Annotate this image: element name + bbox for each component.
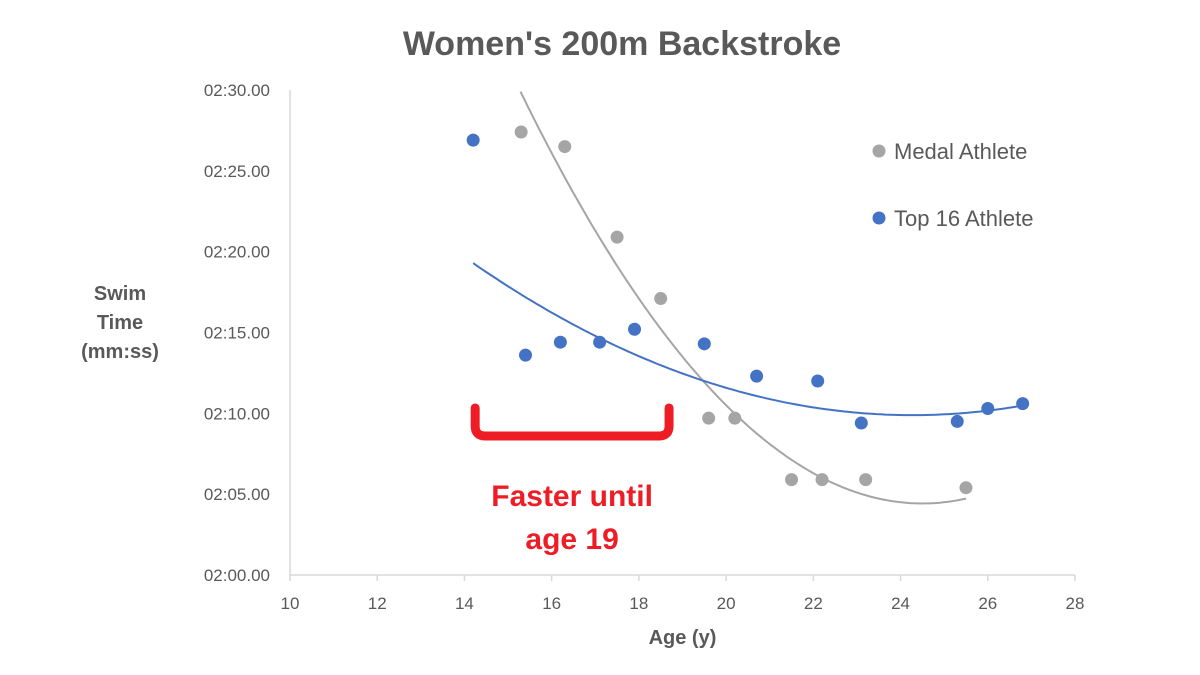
top16-point <box>593 335 607 349</box>
top16-point <box>811 374 825 388</box>
axes: 10 12 14 16 18 20 22 24 26 28 02:30.00 02:25.00 02:2… <box>81 81 1084 649</box>
x-tick-label: 24 <box>891 594 910 613</box>
x-tick-label: 20 <box>717 594 736 613</box>
y-tick-label: 02:20.00 <box>204 243 270 262</box>
medal-point <box>702 411 716 425</box>
legend-marker-medal <box>872 144 886 158</box>
data-points <box>466 125 1030 495</box>
y-tick-label: 02:05.00 <box>204 485 270 504</box>
top16-point <box>750 369 764 383</box>
x-tick-label: 22 <box>804 594 823 613</box>
legend-label-top16: Top 16 Athlete <box>894 206 1033 231</box>
medal-point <box>815 473 829 487</box>
top16-point <box>981 401 995 415</box>
x-tick-label: 18 <box>629 594 648 613</box>
x-tick-label: 26 <box>978 594 997 613</box>
legend: Medal Athlete Top 16 Athlete <box>872 139 1033 231</box>
x-tick-label: 10 <box>281 594 300 613</box>
medal-point <box>959 481 973 495</box>
medal-point <box>785 473 799 487</box>
x-tick-label: 14 <box>455 594 474 613</box>
top16-point <box>519 348 532 362</box>
medal-point <box>859 473 873 487</box>
legend-label-medal: Medal Athlete <box>894 139 1027 164</box>
annotation-bracket <box>470 403 674 441</box>
top16-point <box>466 133 480 147</box>
x-tick-label: 28 <box>1066 594 1085 613</box>
y-tick-label: 02:25.00 <box>204 162 270 181</box>
x-tick-label: 16 <box>542 594 561 613</box>
medal-point <box>728 411 742 425</box>
y-tick-label: 02:30.00 <box>204 81 270 100</box>
chart-title: Women's 200m Backstroke <box>403 25 841 63</box>
y-tick-label: 02:15.00 <box>204 324 270 343</box>
y-axis-title-line: (mm:ss) <box>81 341 159 363</box>
x-tick-label: 12 <box>368 594 387 613</box>
trendline-medal <box>519 91 967 505</box>
annotation-text-line: Faster until <box>491 480 653 513</box>
trendline-top16 <box>472 262 1023 417</box>
top16-point <box>950 414 964 428</box>
y-tick-label: 02:10.00 <box>204 404 270 423</box>
medal-point <box>654 292 668 306</box>
medal-point <box>514 125 528 139</box>
y-axis-title-line: Swim <box>94 283 146 305</box>
medal-point <box>558 140 572 154</box>
annotation-text-line: age 19 <box>525 523 618 556</box>
y-tick-label: 02:00.00 <box>204 566 270 585</box>
top16-point <box>854 416 868 430</box>
x-axis-title: Age (y) <box>649 627 717 649</box>
annotation: Faster until age 19 <box>470 403 674 556</box>
medal-point <box>610 230 624 244</box>
legend-marker-top16 <box>872 211 886 225</box>
trendlines <box>472 91 1023 505</box>
top16-point <box>697 337 711 351</box>
top16-point <box>628 322 642 336</box>
top16-point <box>553 335 567 349</box>
top16-point <box>1016 397 1030 411</box>
y-axis-title-line: Time <box>97 312 143 334</box>
